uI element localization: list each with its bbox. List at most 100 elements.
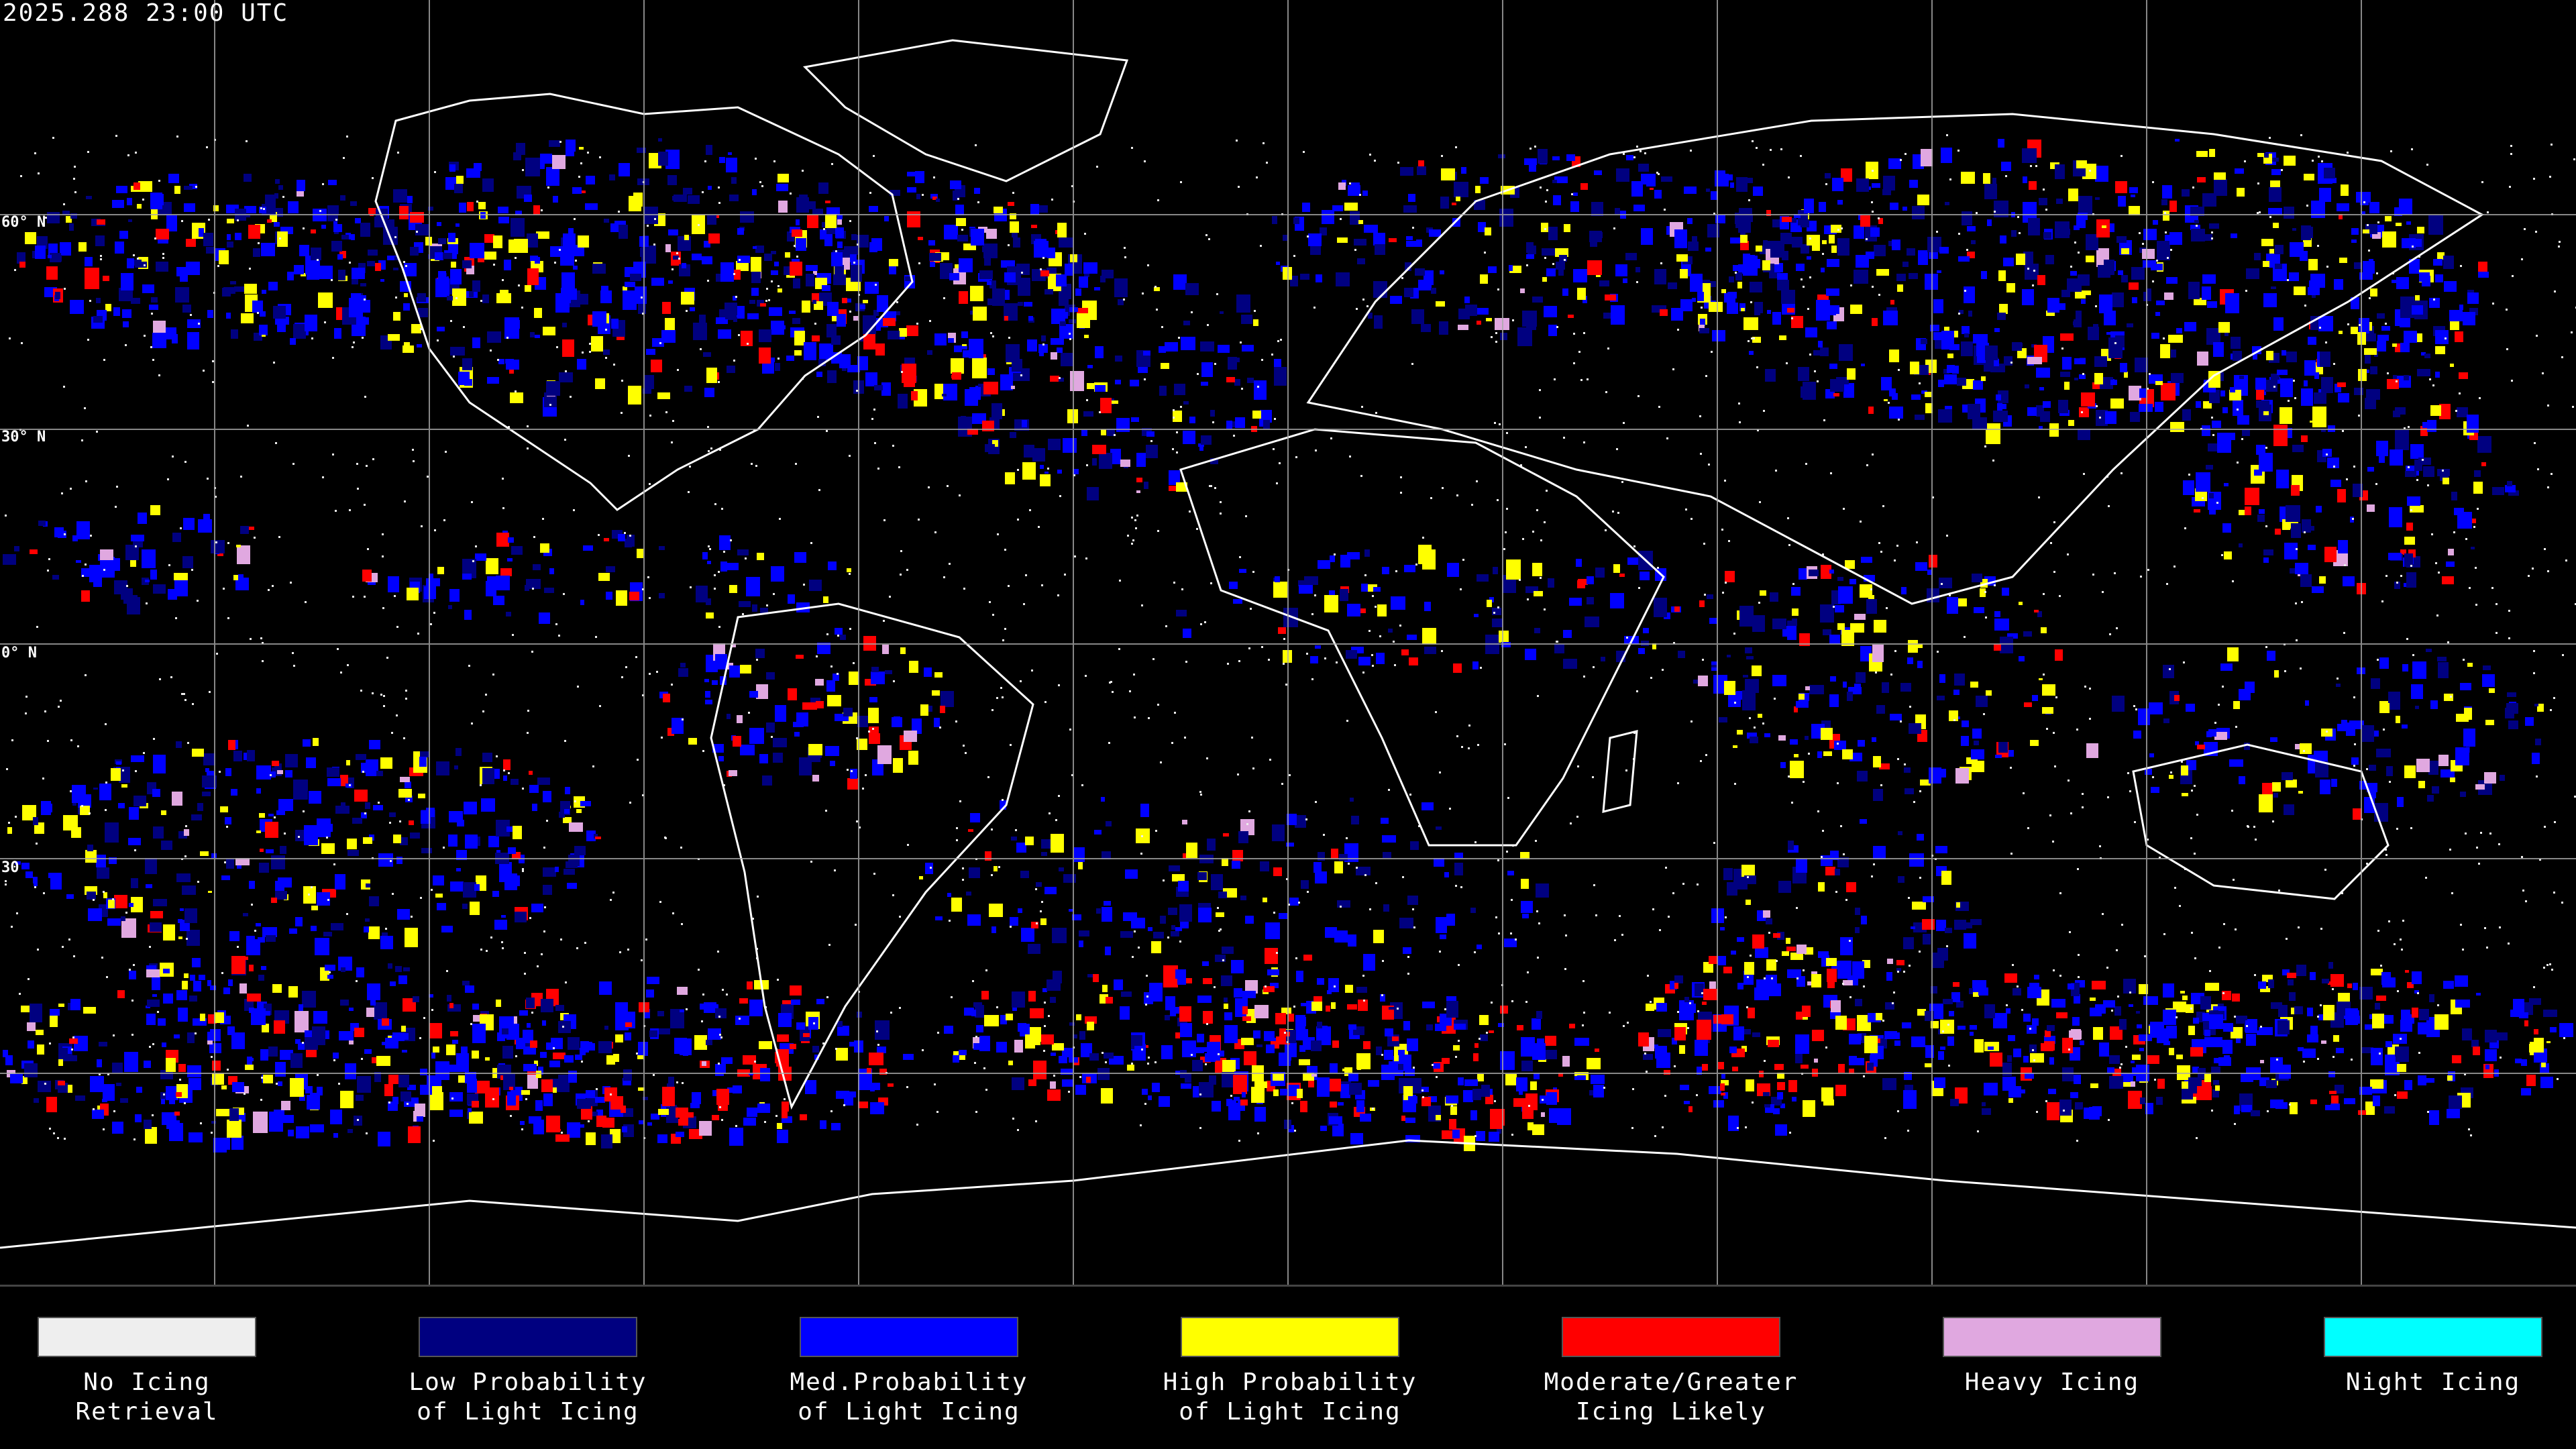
icing-pixel (1744, 962, 1754, 975)
icing-pixel (712, 680, 718, 685)
icing-pixel (2182, 189, 2190, 197)
icing-pixel (230, 281, 236, 284)
icing-pixel (2435, 346, 2445, 354)
icing-pixel (682, 263, 686, 268)
no-icing-pixel (1131, 147, 1133, 149)
icing-pixel (66, 216, 72, 223)
icing-pixel (903, 1054, 914, 1060)
icing-pixel (971, 1010, 976, 1016)
no-icing-pixel (11, 739, 13, 741)
icing-pixel (796, 602, 810, 612)
no-icing-pixel (618, 211, 620, 213)
icing-pixel (907, 211, 920, 227)
icing-pixel (1356, 1053, 1371, 1069)
icing-pixel (48, 255, 52, 258)
no-icing-pixel (1435, 711, 1437, 713)
icing-pixel (1949, 710, 1958, 721)
icing-pixel (2266, 1080, 2277, 1088)
icing-pixel (462, 260, 472, 268)
icing-pixel (25, 232, 36, 244)
icing-pixel (356, 967, 364, 977)
icing-pixel (822, 222, 826, 227)
icing-pixel (2303, 238, 2312, 247)
icing-pixel (1886, 972, 1892, 981)
icing-pixel (226, 859, 234, 869)
icing-pixel (2220, 663, 2233, 671)
no-icing-pixel (524, 973, 526, 975)
icing-pixel (2081, 299, 2086, 304)
icing-pixel (361, 763, 376, 773)
icing-pixel (2013, 1049, 2021, 1057)
icing-pixel (472, 1004, 479, 1010)
icing-pixel (1176, 482, 1187, 492)
icing-pixel (119, 767, 130, 783)
icing-pixel (577, 359, 586, 370)
icing-pixel (356, 1095, 364, 1101)
no-icing-pixel (168, 564, 170, 566)
icing-pixel (2474, 470, 2481, 477)
icing-pixel (47, 212, 60, 223)
icing-pixel (812, 1046, 819, 1053)
icing-pixel (2443, 256, 2454, 269)
icing-pixel (1763, 910, 1770, 918)
icing-pixel (557, 1080, 570, 1092)
icing-pixel (1744, 875, 1756, 884)
icing-pixel (1382, 567, 1389, 574)
icing-pixel (2082, 290, 2091, 295)
icing-pixel (1057, 470, 1062, 474)
no-icing-pixel (1311, 678, 1313, 680)
icing-pixel (1772, 619, 1786, 629)
icing-pixel (1788, 1080, 1797, 1092)
icing-pixel (2278, 1005, 2288, 1017)
icing-pixel (262, 1024, 269, 1032)
icing-pixel (1973, 334, 1988, 343)
no-icing-pixel (1238, 186, 1240, 188)
icing-pixel (524, 195, 532, 202)
icing-pixel (2157, 241, 2170, 260)
icing-pixel (1180, 1023, 1192, 1037)
icing-pixel (1903, 937, 1914, 949)
no-icing-pixel (16, 912, 18, 914)
icing-pixel (313, 738, 319, 746)
icing-pixel (2318, 1014, 2326, 1020)
icing-pixel (30, 1004, 42, 1022)
no-icing-pixel (8, 822, 10, 824)
icing-pixel (704, 241, 710, 248)
icing-pixel (289, 928, 297, 934)
icing-pixel (2222, 523, 2231, 533)
icing-pixel (2105, 411, 2116, 424)
icing-pixel (837, 1026, 849, 1036)
icing-pixel (527, 1023, 531, 1028)
icing-pixel (470, 243, 484, 258)
icing-pixel (1876, 269, 1889, 276)
icing-pixel (184, 203, 195, 212)
icing-pixel (2269, 249, 2274, 255)
icing-pixel (909, 661, 918, 673)
icing-pixel (472, 1024, 486, 1043)
icing-pixel (969, 339, 983, 358)
icing-pixel (163, 924, 175, 941)
icing-pixel (1152, 1083, 1160, 1092)
no-icing-pixel (2194, 957, 2196, 959)
icing-pixel (318, 292, 333, 308)
icing-pixel (1042, 988, 1047, 992)
icing-pixel (192, 958, 201, 967)
icing-pixel (1661, 176, 1672, 182)
icing-pixel (161, 1099, 165, 1104)
icing-pixel (1713, 1100, 1724, 1108)
icing-pixel (580, 801, 591, 806)
icing-pixel (1970, 1032, 1974, 1036)
icing-pixel (1839, 344, 1853, 361)
no-icing-pixel (2354, 743, 2356, 745)
icing-pixel (2137, 1024, 2142, 1028)
icing-pixel (1870, 227, 1880, 237)
icing-pixel (2359, 781, 2367, 790)
icing-pixel (1532, 297, 1543, 303)
icing-pixel (584, 1043, 595, 1051)
icing-pixel (1733, 745, 1737, 748)
no-icing-pixel (2055, 696, 2057, 698)
icing-pixel (1939, 247, 1949, 254)
icing-pixel (1081, 1043, 1092, 1057)
icing-pixel (443, 253, 452, 259)
icing-pixel (729, 195, 739, 201)
